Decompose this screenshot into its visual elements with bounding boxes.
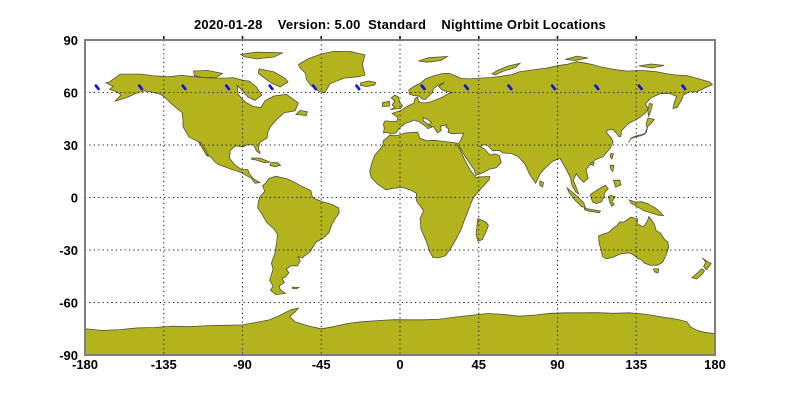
figure-title: 2020-01-28 Version: 5.00 Standard Nightt… <box>194 17 606 32</box>
orbit-track <box>507 84 513 91</box>
y-tick-label: 90 <box>64 33 78 48</box>
land-japan <box>628 117 655 143</box>
orbit-track <box>311 84 318 91</box>
x-tick-label: -45 <box>312 357 331 372</box>
land-hispaniola <box>269 162 282 168</box>
land-great-britain <box>390 94 404 110</box>
land-sumatra <box>566 186 587 209</box>
land-sri-lanka <box>539 180 544 188</box>
land-eurasia <box>382 61 714 196</box>
land-new-zealand-south <box>691 268 706 280</box>
orbit-track <box>594 84 600 91</box>
orbit-track <box>224 84 231 91</box>
plot-frame <box>84 39 716 356</box>
land-baja-california <box>197 141 209 158</box>
orbit-track <box>681 84 687 91</box>
x-tick-label: -135 <box>151 357 177 372</box>
x-tick-label: 180 <box>704 357 726 372</box>
orbit-track <box>355 84 361 91</box>
x-tick-label: 45 <box>472 357 486 372</box>
land-taiwan <box>609 152 615 160</box>
land-australia <box>598 215 670 266</box>
land-java <box>584 207 602 214</box>
orbit-track <box>94 84 100 91</box>
land-luzon <box>609 164 615 173</box>
land-greenland <box>297 50 366 94</box>
land-baffin-island <box>257 68 289 88</box>
y-tick-label: 60 <box>64 86 78 101</box>
y-tick-label: -90 <box>59 348 78 363</box>
land-ireland <box>382 100 390 107</box>
land-tasmania <box>652 268 660 274</box>
land-borneo <box>589 184 609 205</box>
x-tick-label: -180 <box>72 357 98 372</box>
land-new-guinea <box>628 199 665 216</box>
y-tick-label: 30 <box>64 138 78 153</box>
x-tick-label: 135 <box>625 357 647 372</box>
x-tick-label: -90 <box>233 357 252 372</box>
orbit-track <box>420 84 426 91</box>
orbit-track <box>268 84 274 91</box>
land-cuba <box>251 157 271 164</box>
land-sakhalin <box>647 103 653 117</box>
land-madagascar <box>475 217 489 242</box>
land-ellesmere-island <box>239 51 283 60</box>
y-tick-label: -30 <box>59 243 78 258</box>
land-mindanao <box>612 179 622 188</box>
land-new-siberian-islands <box>638 63 665 69</box>
x-tick-label: 90 <box>550 357 564 372</box>
land-newfoundland <box>294 109 308 117</box>
land-falkland-islands <box>291 286 301 290</box>
orbit-track <box>550 84 557 91</box>
land-novaya-zemlya <box>490 62 522 76</box>
y-tick-label: -60 <box>59 296 78 311</box>
orbit-track <box>137 84 144 91</box>
land-hainan <box>589 162 595 167</box>
land-victoria-island <box>193 70 224 79</box>
orbit-tracks-layer <box>94 84 687 91</box>
y-tick-label: 0 <box>71 191 78 206</box>
land-severnaya-zemlya <box>565 55 589 61</box>
land-new-zealand-north <box>702 257 712 271</box>
land-north-america <box>104 73 299 184</box>
orbit-track <box>181 84 187 91</box>
orbit-track <box>637 84 643 91</box>
orbit-track <box>463 84 470 91</box>
land-iceland <box>359 80 377 88</box>
land-south-america <box>257 175 340 296</box>
land-svalbard <box>418 56 449 63</box>
x-tick-label: 0 <box>396 357 403 372</box>
